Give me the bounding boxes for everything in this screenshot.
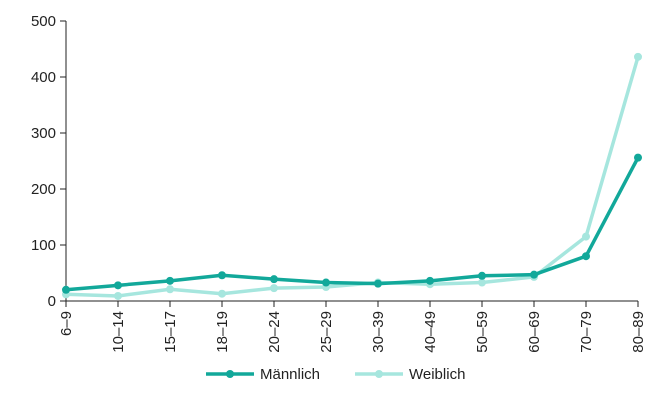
y-tick-label: 0 [48,293,56,310]
y-tick-label: 400 [31,69,56,86]
x-tick-label: 50–59 [474,311,491,353]
legend-item: Männlich [206,366,320,383]
data-point [114,291,122,300]
legend: Männlich Weiblich [206,366,465,383]
x-tick-label: 6–9 [58,311,75,336]
y-tick-label: 200 [31,181,56,198]
series-1 [62,153,642,294]
x-tick-label: 60–69 [526,311,543,353]
data-point [114,281,122,290]
data-point [218,271,226,280]
x-tick-label: 30–39 [370,311,387,353]
data-point [634,52,642,61]
x-tick-label: 80–89 [630,311,647,353]
data-point [218,289,226,298]
legend-marker [226,370,234,378]
data-point [478,278,486,287]
data-point [270,284,278,293]
data-point [374,279,382,288]
y-tick-label: 300 [31,125,56,142]
data-point [62,285,70,294]
data-point [582,232,590,241]
legend-marker [375,370,383,378]
series-layer [62,52,642,300]
legend-label: Weiblich [409,366,465,383]
data-point [426,276,434,285]
x-tick-label: 10–14 [110,311,127,353]
data-point [166,285,174,294]
data-point [166,276,174,285]
series-line [64,55,640,298]
legend-item: Weiblich [355,366,465,383]
y-axis-ticks: 0 100 200 300 400 500 [31,13,66,310]
data-point [478,271,486,280]
x-axis-ticks: 6–9 10–14 15–17 18–19 20–24 25–29 30–39 40–49 50… [58,301,647,353]
x-tick-label: 70–79 [578,311,595,353]
axes [65,21,638,302]
data-point [322,278,330,287]
series-2 [62,52,642,300]
x-tick-label: 20–24 [266,311,283,353]
x-tick-label: 15–17 [162,311,179,353]
series-line [64,155,640,292]
legend-label: Männlich [260,366,320,383]
x-tick-label: 40–49 [422,311,439,353]
data-point [270,275,278,284]
data-point [530,270,538,279]
y-tick-label: 500 [31,13,56,30]
data-point [582,252,590,261]
x-tick-label: 25–29 [318,311,335,353]
data-point [634,153,642,162]
x-tick-label: 18–19 [214,311,231,353]
y-tick-label: 100 [31,237,56,254]
